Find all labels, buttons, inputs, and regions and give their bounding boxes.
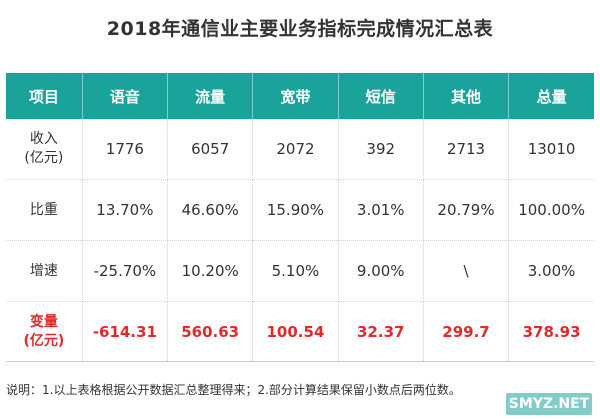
table-row: 收入 (亿元) 1776 6057 2072 392 2713 13010 [6,119,594,180]
row-label: 变量 (亿元) [6,301,83,362]
row-label-line1: 收入 [29,131,58,147]
table-cell: 378.93 [508,301,594,362]
header-sms: 短信 [338,73,424,119]
header-other: 其他 [423,73,510,119]
table-cell: 13.70% [82,179,169,241]
table-cell: -25.70% [82,240,169,302]
table-cell: 1776 [82,119,169,180]
table-cell: 9.00% [338,240,424,302]
header-item: 项目 [6,73,83,119]
header-voice: 语音 [82,73,169,119]
table-cell: 560.63 [167,301,254,362]
table-cell: 20.79% [423,179,510,241]
row-label: 增速 [6,240,83,302]
table-cell: 299.7 [423,301,510,362]
table-title: 2018年通信业主要业务指标完成情况汇总表 [106,18,494,40]
table-cell: 3.00% [508,240,594,302]
table-row: 比重 13.70% 46.60% 15.90% 3.01% 20.79% 100… [6,179,594,241]
table-cell: 46.60% [167,179,254,241]
table-cell: 32.37 [338,301,424,362]
row-label: 收入 (亿元) [6,119,83,180]
row-label-line2: (亿元) [24,150,64,166]
table-cell: 6057 [167,119,254,180]
table-row: 增速 -25.70% 10.20% 5.10% 9.00% \ 3.00% [6,240,594,302]
header-total: 总量 [508,73,594,119]
header-row: 项目 语音 流量 宽带 短信 其他 总量 [6,73,594,119]
table-cell: 3.01% [338,179,424,241]
table-cell: 392 [338,119,424,180]
table-cell: 2072 [252,119,339,180]
table-cell: 100.00% [508,179,594,241]
header-traffic: 流量 [167,73,254,119]
table-cell: 5.10% [252,240,339,302]
row-label: 比重 [6,179,83,241]
row-label-line1: 比重 [29,201,58,218]
table-cell: 100.54 [252,301,339,362]
table-cell: 10.20% [167,240,254,302]
table-cell: 15.90% [252,179,339,241]
header-broadband: 宽带 [252,73,339,119]
table-cell: 13010 [508,119,594,180]
table-cell: 2713 [423,119,510,180]
site-watermark: SMYZ.NET [506,393,592,415]
summary-table: 项目 语音 流量 宽带 短信 其他 总量 收入 (亿元) 1776 6057 2… [6,73,594,362]
row-label-line1: 变量 [29,313,58,330]
row-label-line2: (亿元) [23,332,65,349]
row-label-line1: 增速 [29,262,58,279]
table-cell: \ [423,240,510,302]
table-row: 变量 (亿元) -614.31 560.63 100.54 32.37 299.… [6,301,594,362]
table-cell: -614.31 [82,301,169,362]
footnote: 说明：1.以上表格根据公开数据汇总整理得来；2.部分计算结果保留小数点后两位数。 [6,383,461,397]
